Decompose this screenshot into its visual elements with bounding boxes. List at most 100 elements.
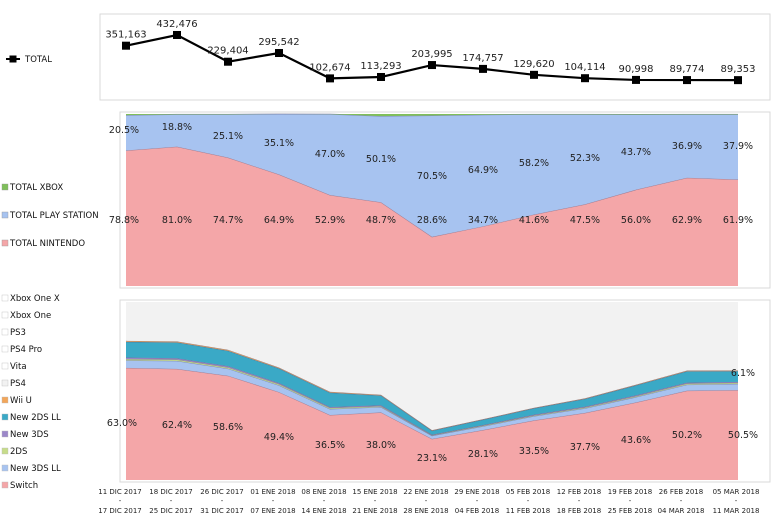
nintendo-pct-label: 74.7% <box>213 215 243 226</box>
legend-label: TOTAL XBOX <box>9 183 63 193</box>
switch-pct-label: 49.4% <box>264 432 294 443</box>
legend-swatch <box>1 396 9 404</box>
total-point <box>275 49 283 58</box>
model-area-switch <box>126 367 738 480</box>
switch-pct-label: 37.7% <box>570 442 600 453</box>
nintendo-pct-label: 64.9% <box>264 215 294 226</box>
switch-pct-label: 23.1% <box>417 453 447 464</box>
playstation-pct-label: 36.9% <box>672 141 702 152</box>
nintendo-pct-label: 56.0% <box>621 215 651 226</box>
x-tick-start: 15 ENE 2018 <box>352 488 397 496</box>
total-value-label: 102,674 <box>309 62 350 73</box>
switch-pct-label: 62.4% <box>162 420 192 431</box>
total-value-label: 90,998 <box>619 64 654 75</box>
legend-swatch <box>1 379 9 387</box>
legend-label: PS4 <box>10 379 26 389</box>
nintendo-pct-label: 81.0% <box>162 215 192 226</box>
total-line-chart: 351,163 432,476 229,404 295,542 102,674 113,2… <box>99 13 771 101</box>
nintendo-pct-label: 47.5% <box>570 215 600 226</box>
nintendo-pct-label: 28.6% <box>417 215 447 226</box>
legend-label: TOTAL NINTENDO <box>9 239 85 249</box>
legend-swatch <box>1 413 9 421</box>
total-plot-frame <box>99 13 771 101</box>
playstation-pct-label: 35.1% <box>264 138 294 149</box>
x-tick-end: 04 FEB 2018 <box>455 507 499 515</box>
x-tick-end: 11 FEB 2018 <box>506 507 550 515</box>
playstation-pct-label: 43.7% <box>621 147 651 158</box>
legend-swatch <box>1 294 9 302</box>
nintendo-pct-label: 62.9% <box>672 215 702 226</box>
total-value-label: 203,995 <box>411 49 452 60</box>
platform-area-total-play-station <box>126 114 738 237</box>
playstation-pct-label: 64.9% <box>468 165 498 176</box>
switch-pct-label: 50.5% <box>728 430 758 441</box>
playstation-pct-label: 37.9% <box>723 141 753 152</box>
total-value-label: 432,476 <box>156 19 197 30</box>
x-tick-start: 08 ENE 2018 <box>301 488 346 496</box>
legend-label: Xbox One X <box>10 294 60 304</box>
legend-swatch <box>1 183 9 191</box>
x-tick-end: 25 DIC 2017 <box>149 507 193 515</box>
x-tick-end: 04 MAR 2018 <box>658 507 705 515</box>
total-point <box>530 70 538 79</box>
legend-label: Wii U <box>10 396 32 406</box>
playstation-pct-label: 58.2% <box>519 158 549 169</box>
x-tick-start: 18 DIC 2017 <box>149 488 193 496</box>
total-point <box>479 64 487 73</box>
switch-pct-label: 36.5% <box>315 440 345 451</box>
total-point <box>581 74 589 83</box>
switch-pct-label: 28.1% <box>468 449 498 460</box>
x-tick-end: 14 ENE 2018 <box>301 507 346 515</box>
model-share-legend: Xbox One X Xbox One PS3 PS4 Pro Vita PS4 Wii U… <box>1 294 61 491</box>
x-tick-separator: - <box>323 497 326 505</box>
x-tick-end: 21 ENE 2018 <box>352 507 397 515</box>
x-tick-start: 01 ENE 2018 <box>250 488 295 496</box>
nintendo-pct-label: 34.7% <box>468 215 498 226</box>
platform-area-total-xbox <box>126 114 738 117</box>
total-point <box>122 41 130 50</box>
total-point <box>632 75 640 84</box>
legend-label: Xbox One <box>10 311 51 321</box>
x-tick-separator: - <box>578 497 581 505</box>
x-tick-separator: - <box>425 497 428 505</box>
x-tick-start: 11 DIC 2017 <box>98 488 142 496</box>
x-axis-labels: 11 DIC 2017 - 17 DIC 2017 18 DIC 2017 - 25 DI… <box>98 488 759 515</box>
switch-pct-label: 38.0% <box>366 440 396 451</box>
playstation-pct-label: 50.1% <box>366 154 396 165</box>
legend-label: PS3 <box>10 328 26 338</box>
x-tick-start: 05 FEB 2018 <box>506 488 550 496</box>
legend-label: Vita <box>10 362 27 372</box>
legend-swatch <box>1 447 9 455</box>
x-tick-separator: - <box>272 497 275 505</box>
x-tick-start: 26 FEB 2018 <box>659 488 703 496</box>
x-tick-start: 29 ENE 2018 <box>454 488 499 496</box>
x-tick-end: 17 DIC 2017 <box>98 507 142 515</box>
total-value-label: 229,404 <box>207 46 248 57</box>
x-tick-separator: - <box>221 497 224 505</box>
total-point <box>173 30 181 39</box>
switch-pct-label: 33.5% <box>519 446 549 457</box>
x-tick-end: 25 FEB 2018 <box>608 507 652 515</box>
playstation-pct-label: 52.3% <box>570 153 600 164</box>
platform-plot-frame <box>119 111 771 289</box>
x-tick-end: 18 FEB 2018 <box>557 507 601 515</box>
switch-pct-label: 58.6% <box>213 422 243 433</box>
legend-label: New 3DS LL <box>10 464 61 474</box>
playstation-pct-label: 70.5% <box>417 171 447 182</box>
legend-label: PS4 Pro <box>10 345 42 355</box>
x-tick-separator: - <box>374 497 377 505</box>
x-tick-start: 26 DIC 2017 <box>200 488 244 496</box>
playstation-pct-label: 25.1% <box>213 131 243 142</box>
x-tick-end: 31 DIC 2017 <box>200 507 244 515</box>
x-tick-separator: - <box>629 497 632 505</box>
nintendo-pct-label: 52.9% <box>315 215 345 226</box>
platform-area-total-nintendo <box>126 146 738 286</box>
legend-swatch <box>1 239 9 247</box>
x-tick-separator: - <box>680 497 683 505</box>
x-tick-separator: - <box>476 497 479 505</box>
total-point <box>326 74 334 83</box>
x-tick-end: 07 ENE 2018 <box>250 507 295 515</box>
legend-swatch <box>1 481 9 489</box>
total-point <box>734 76 742 85</box>
legend-swatch <box>1 211 9 219</box>
